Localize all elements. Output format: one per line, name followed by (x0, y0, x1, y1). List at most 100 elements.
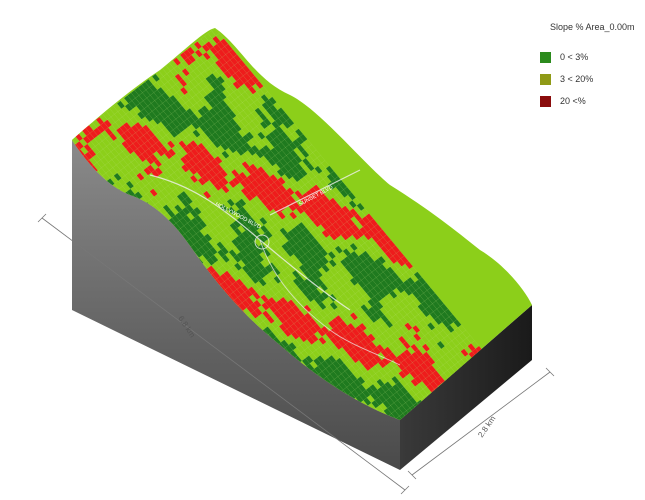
slope-cell (454, 458, 462, 466)
slope-cell (489, 404, 498, 413)
slope-cell (369, 480, 377, 488)
slope-cell (513, 412, 522, 420)
slope-cell (439, 461, 447, 469)
slope-cell (310, 430, 318, 438)
slope-cell (423, 456, 431, 464)
slope-cell (394, 470, 402, 478)
slope-cell (506, 417, 515, 420)
slope-cell (351, 459, 359, 467)
slope-cell (508, 406, 518, 416)
slope-cell (415, 480, 423, 488)
slope-cell (445, 448, 453, 456)
slope-cell (339, 451, 347, 459)
slope-cell (459, 437, 467, 445)
slope-cell (415, 488, 423, 496)
slope-cell (360, 470, 368, 478)
slope-cell (347, 454, 355, 462)
slope-cell (401, 491, 409, 499)
slope-cell (474, 407, 483, 416)
slope-cell (330, 441, 338, 449)
legend-label: 20 <% (560, 96, 586, 106)
slope-cell (464, 442, 472, 450)
slope-cell (433, 475, 441, 483)
slope-cell (434, 448, 442, 456)
legend-label: 3 < 20% (560, 74, 594, 84)
road-junction (254, 234, 270, 250)
slope-cell (323, 446, 331, 454)
slope-cell (498, 414, 507, 420)
slope-cell (397, 494, 405, 500)
slope-cell (349, 470, 357, 478)
slope-cell (496, 426, 504, 434)
slope-cell (450, 426, 458, 434)
slope-cell (446, 456, 454, 464)
block-front-side (400, 305, 532, 470)
slope-cell (457, 448, 465, 456)
slope-cell (341, 467, 349, 475)
slope-cell (377, 483, 385, 491)
slope-cell (411, 483, 419, 491)
slope-cell (436, 464, 444, 472)
slope-cell (372, 478, 380, 486)
slope-cell (362, 486, 370, 494)
slope-cell (343, 449, 351, 457)
slope-cell (405, 496, 413, 500)
road-line (259, 239, 401, 366)
slope-cell (363, 494, 371, 500)
slope-cell (373, 486, 381, 494)
slope-cell (495, 390, 504, 400)
slope-cell (485, 434, 493, 442)
slope-cell (395, 478, 403, 486)
road-line (269, 169, 361, 216)
slope-cell (454, 424, 462, 432)
slope-cell (471, 409, 480, 419)
slope-cell (425, 472, 433, 480)
slope-cell (457, 421, 465, 429)
legend-title: Slope % Area_0.00m (550, 22, 635, 32)
legend-swatch (540, 52, 551, 63)
slope-cell (502, 385, 511, 395)
slope-cell (348, 462, 356, 470)
slope-cell (366, 491, 374, 499)
slope-cell (460, 417, 469, 420)
slope-cell (456, 440, 464, 448)
slope-cell (503, 421, 511, 429)
slope-cell (402, 472, 410, 480)
slope-cell (412, 491, 420, 499)
slope-cell (485, 407, 495, 416)
slope-cell (430, 451, 438, 459)
slope-cell (372, 470, 380, 478)
slope-cell (464, 415, 473, 420)
slope-cell (359, 462, 367, 470)
slope-cell (499, 423, 507, 431)
slope-cell (343, 457, 351, 465)
legend-swatch (540, 74, 551, 85)
slope-cell (422, 475, 430, 483)
slope-cell (501, 412, 511, 420)
slope-cell (380, 480, 388, 488)
slope-cell (327, 443, 335, 451)
slope-cell (467, 412, 476, 420)
slope-cell (429, 469, 437, 477)
slope-cell (370, 488, 378, 496)
slope-cell (344, 465, 352, 473)
block-left-side (72, 140, 400, 470)
slope-cell (364, 467, 372, 475)
slope-cell (492, 429, 500, 437)
slope-cell (336, 462, 344, 470)
slope-cell (416, 461, 424, 469)
slope-cell (519, 398, 528, 408)
slope-cell (427, 453, 435, 461)
slope-cell (461, 453, 469, 461)
slope-cell (452, 442, 460, 450)
slope-cell (318, 433, 326, 441)
slope-cell (371, 496, 379, 500)
slope-cell (432, 467, 440, 475)
slope-cell (464, 450, 472, 458)
slope-cell (475, 442, 483, 450)
slope-cell (506, 382, 515, 392)
slope-cell (331, 449, 339, 457)
slope-cell (353, 475, 361, 483)
slope-cell (422, 483, 430, 491)
slope-cell (358, 481, 366, 489)
